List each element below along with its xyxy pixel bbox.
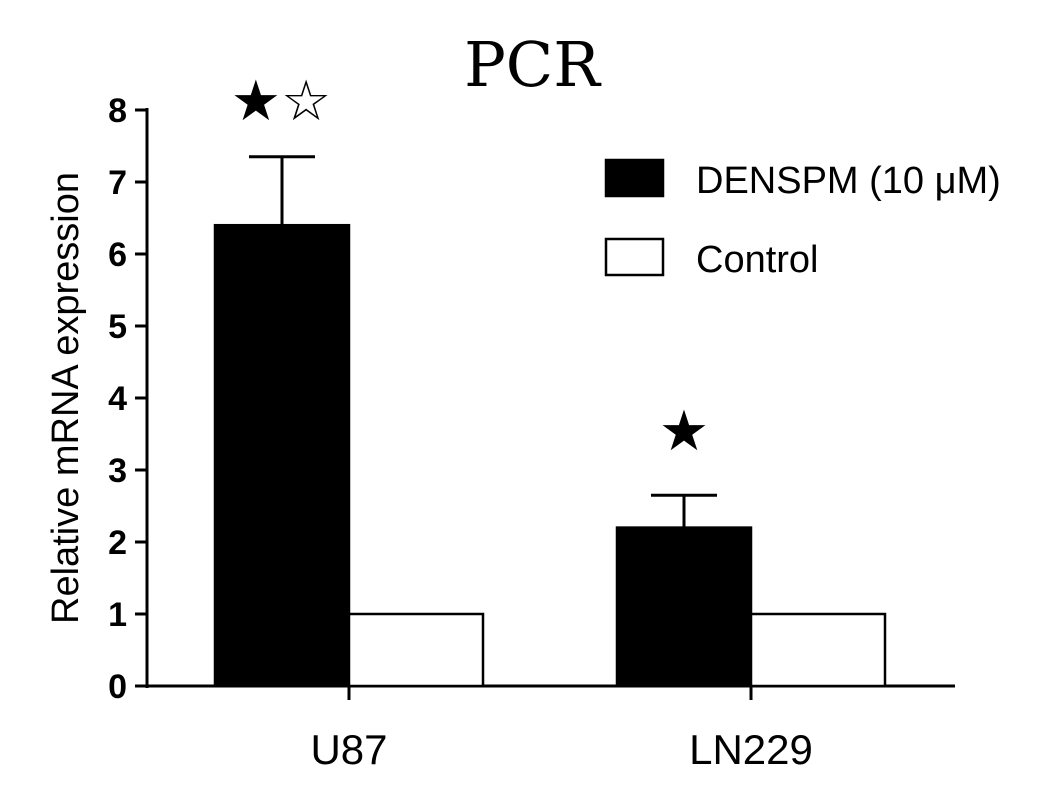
legend-swatch bbox=[604, 237, 665, 277]
significance-star: ★ bbox=[659, 399, 709, 464]
x-tick-label: LN229 bbox=[689, 726, 813, 773]
bar-denspm-u87 bbox=[213, 223, 351, 688]
y-tick-label: 2 bbox=[108, 524, 127, 562]
legend-label: Control bbox=[696, 239, 819, 281]
bars-group bbox=[213, 223, 887, 688]
y-tick-label: 1 bbox=[108, 596, 127, 634]
x-axis: U87 LN229 bbox=[147, 684, 955, 773]
y-tick-label: 3 bbox=[108, 452, 127, 490]
chart-title: PCR bbox=[464, 28, 602, 101]
y-axis: 0 1 2 3 4 5 6 7 8 bbox=[108, 92, 149, 706]
error-bars-group bbox=[249, 155, 717, 528]
y-axis-title: Relative mRNA expression bbox=[45, 172, 87, 624]
y-tick-label: 6 bbox=[108, 236, 127, 274]
bar-control-u87 bbox=[347, 612, 485, 688]
y-tick-label: 8 bbox=[108, 92, 127, 130]
significance-star: ★☆ bbox=[231, 69, 331, 134]
legend-label: DENSPM (10 μM) bbox=[696, 160, 1001, 202]
legend: DENSPM (10 μM) Control bbox=[604, 158, 1001, 281]
y-tick-label: 0 bbox=[108, 668, 127, 706]
x-tick-label: U87 bbox=[310, 726, 387, 773]
bar-denspm-ln229 bbox=[615, 526, 753, 688]
bar-control-ln229 bbox=[749, 612, 887, 688]
y-tick-label: 4 bbox=[108, 380, 127, 418]
legend-swatch bbox=[604, 158, 665, 198]
y-tick-label: 5 bbox=[108, 308, 127, 346]
y-tick-label: 7 bbox=[108, 164, 127, 202]
significance-annotations: ★☆ ★ bbox=[231, 69, 709, 464]
